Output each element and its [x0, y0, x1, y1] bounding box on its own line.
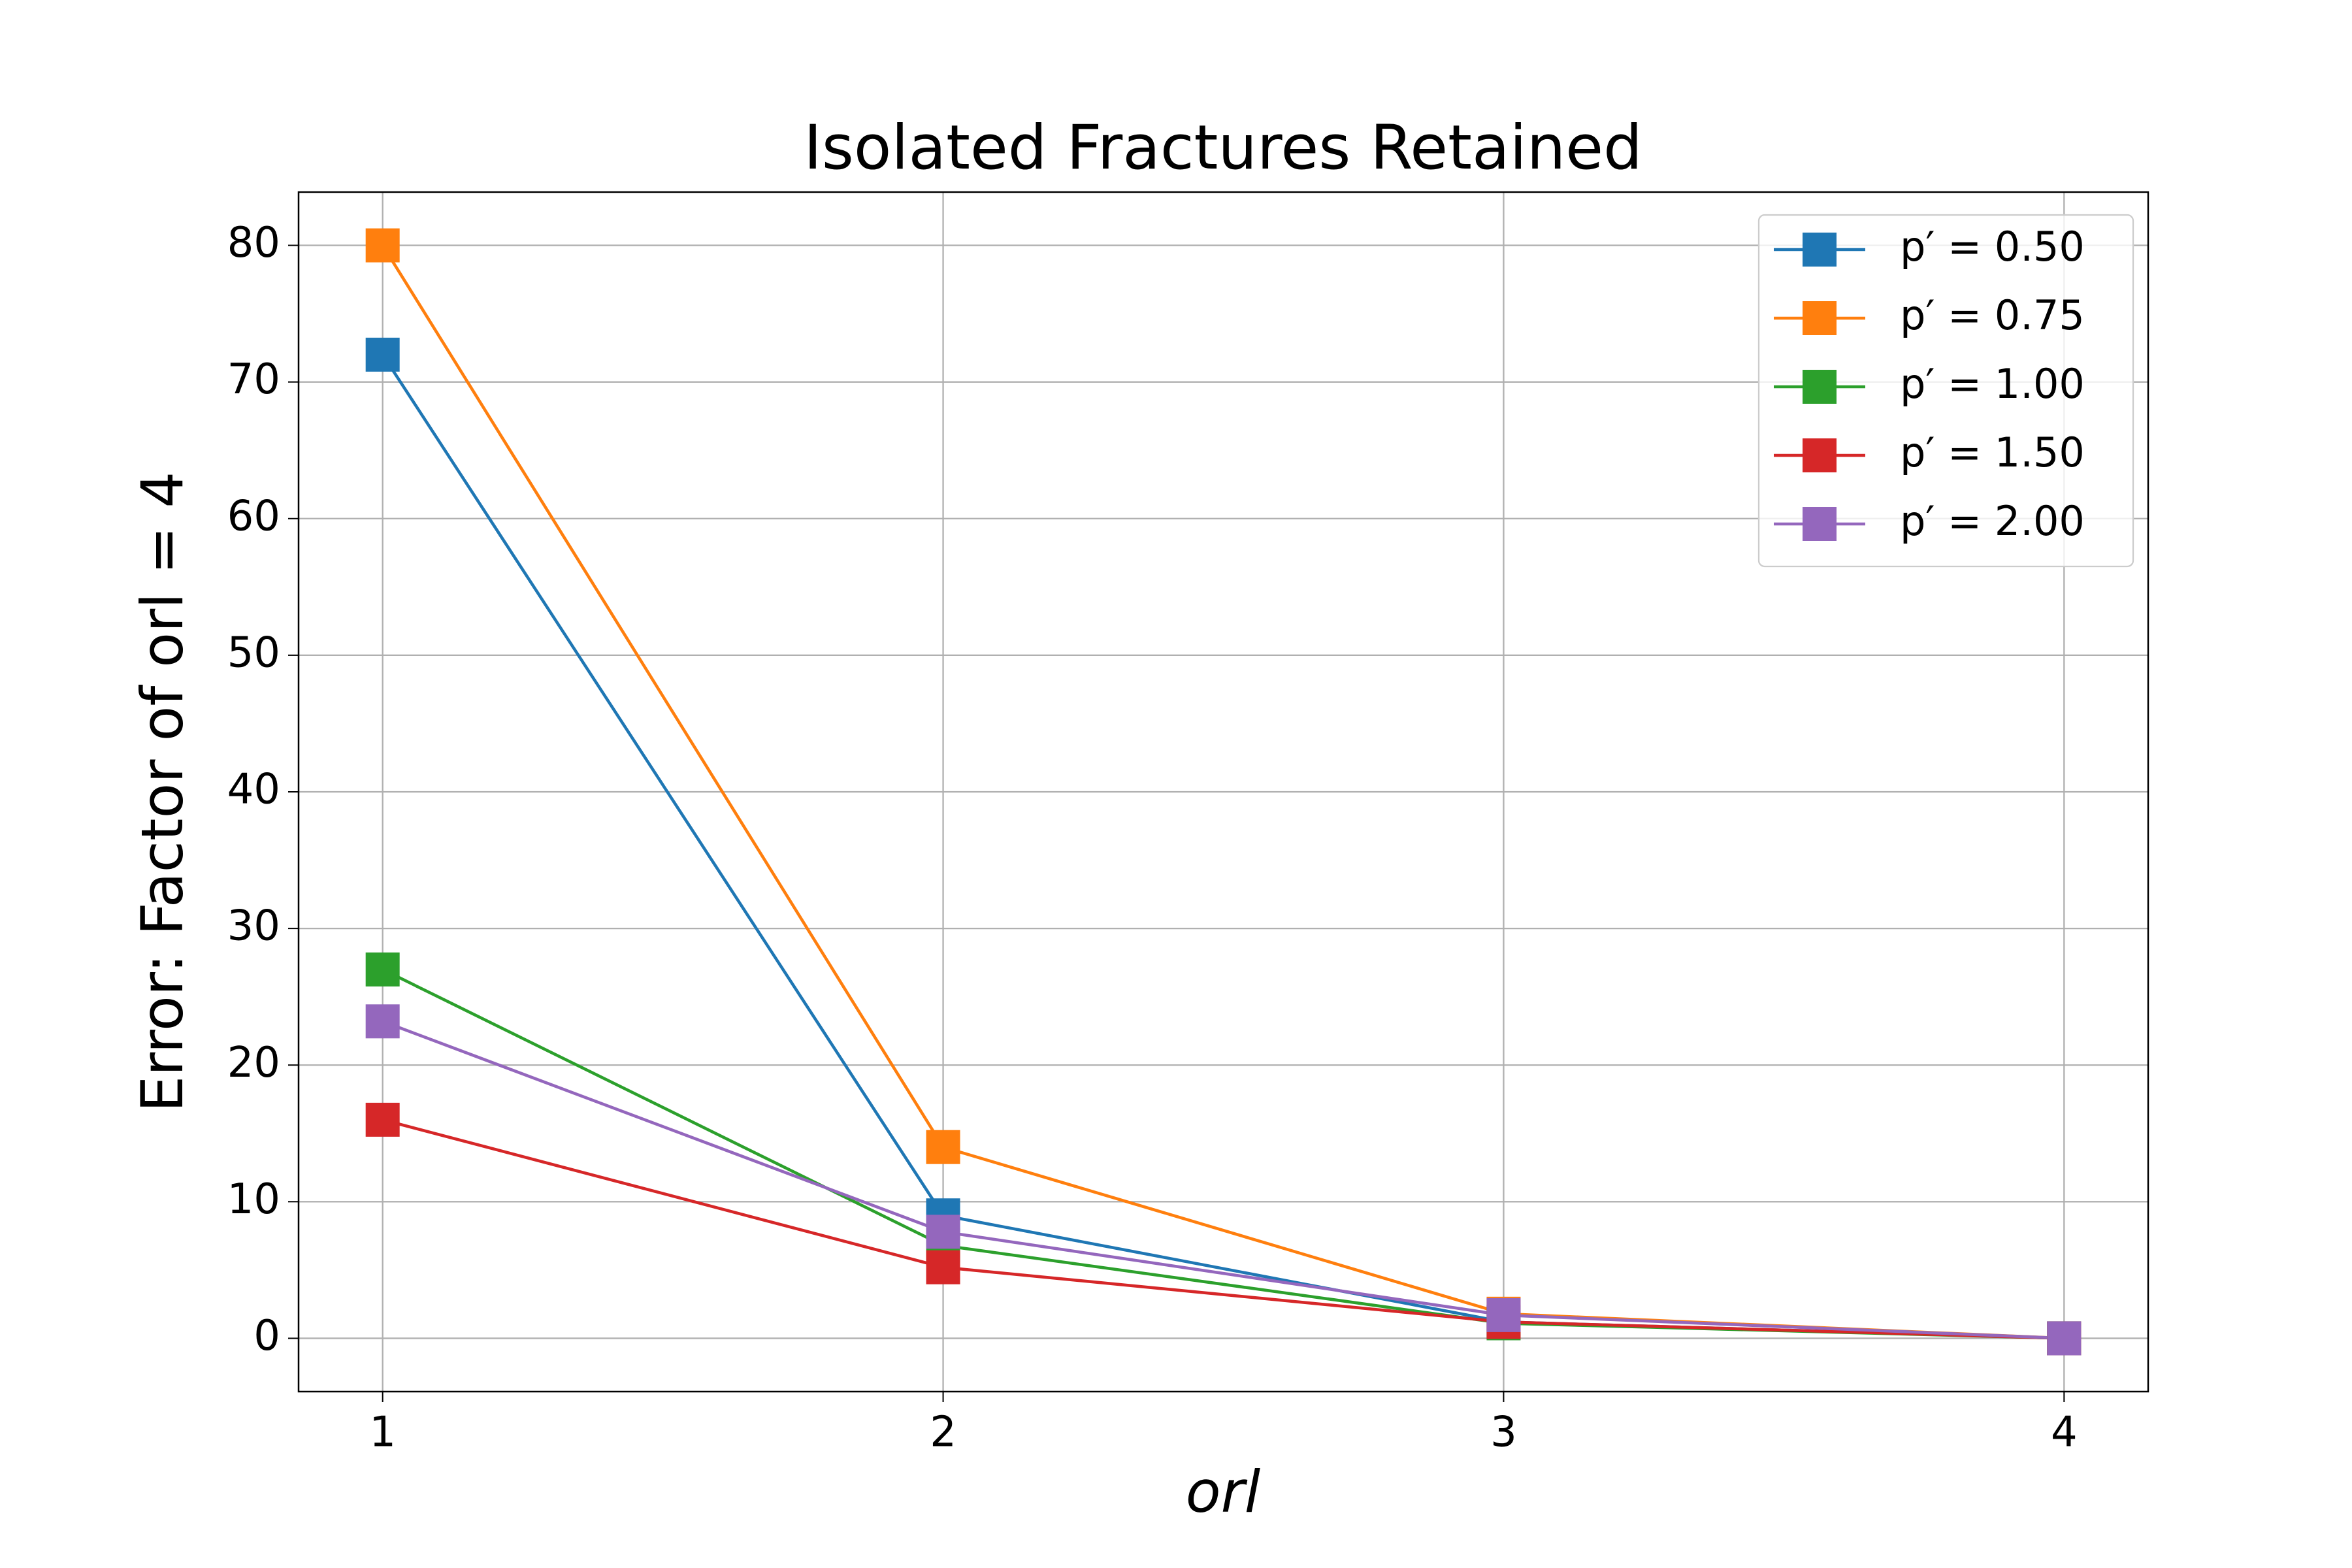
y-tick-label: 40 [227, 766, 280, 814]
marker [1486, 1298, 1521, 1332]
y-tick-label: 0 [253, 1312, 280, 1360]
series-line [382, 1020, 2065, 1340]
series-line [382, 968, 2065, 1340]
chart-title: Isolated Fractures Retained [804, 112, 1642, 184]
legend-marker [1803, 301, 1837, 335]
marker [365, 228, 400, 263]
legend-label: p′ = 1.00 [1900, 360, 2085, 408]
legend-label: p′ = 2.00 [1900, 497, 2085, 545]
y-tick-label: 10 [227, 1175, 280, 1224]
y-tick-label: 60 [227, 492, 280, 540]
x-tick-label: 4 [2051, 1409, 2078, 1457]
marker [926, 1130, 960, 1164]
marker [365, 337, 400, 372]
legend-label: p′ = 0.75 [1900, 291, 2085, 339]
y-tick-label: 50 [227, 629, 280, 677]
legend-marker [1803, 507, 1837, 541]
series-line [382, 1118, 2065, 1340]
legend-frame [1757, 214, 2134, 568]
grid [299, 192, 2148, 1392]
marker [365, 1102, 400, 1137]
marker [926, 1250, 960, 1284]
y-tick-label: 20 [227, 1039, 280, 1087]
legend-marker [1803, 438, 1837, 472]
x-tick-label: 3 [1490, 1409, 1517, 1457]
legend-marker [1803, 370, 1837, 404]
y-tick-label: 70 [227, 355, 280, 404]
x-tick-label: 1 [369, 1409, 396, 1457]
x-tick-label: 2 [930, 1409, 956, 1457]
x-axis-label: orl [1186, 1458, 1261, 1526]
y-tick-label: 80 [227, 219, 280, 267]
plot-frame [297, 191, 2149, 1393]
marker [926, 1215, 960, 1249]
marker [2047, 1321, 2082, 1356]
legend-label: p′ = 0.50 [1900, 223, 2085, 270]
y-tick-label: 30 [227, 902, 280, 951]
y-axis-label: Error: Factor of orl = 4 [129, 472, 196, 1113]
legend-label: p′ = 1.50 [1900, 429, 2085, 476]
legend-marker [1803, 233, 1837, 267]
marker [365, 952, 400, 987]
marker [365, 1004, 400, 1039]
